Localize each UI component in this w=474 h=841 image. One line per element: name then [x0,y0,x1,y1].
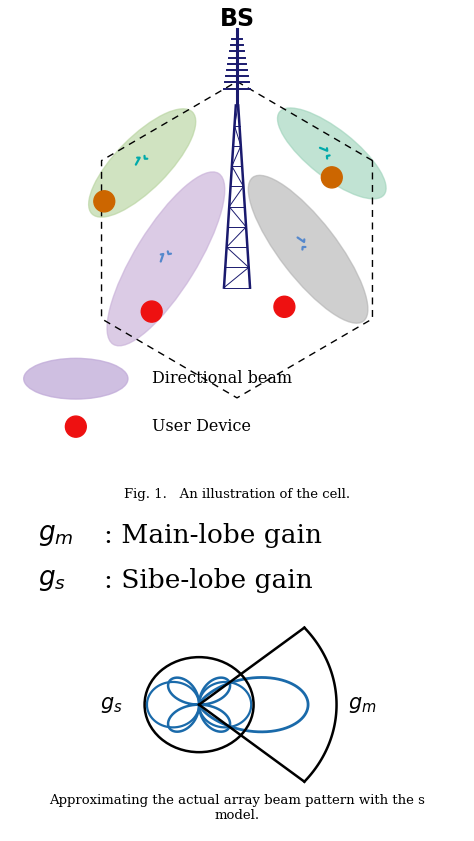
Circle shape [65,416,86,437]
Ellipse shape [248,175,368,323]
Ellipse shape [89,108,196,217]
Text: : Sibe-lobe gain: : Sibe-lobe gain [104,569,313,593]
Text: Directional beam: Directional beam [152,370,292,387]
Text: User Device: User Device [152,418,251,435]
Ellipse shape [277,108,386,198]
Text: $g_m$: $g_m$ [348,695,377,715]
Text: Fig. 1.   An illustration of the cell.: Fig. 1. An illustration of the cell. [124,488,350,501]
Ellipse shape [24,358,128,399]
Text: Approximating the actual array beam pattern with the s
model.: Approximating the actual array beam patt… [49,795,425,822]
Circle shape [274,296,295,317]
Ellipse shape [107,172,225,346]
Text: $g_s$: $g_s$ [100,695,123,715]
Text: $g_s$: $g_s$ [38,569,66,593]
Circle shape [321,167,342,188]
Circle shape [141,301,162,322]
Text: $g_m$: $g_m$ [38,523,73,547]
Circle shape [94,191,115,212]
Text: : Main-lobe gain: : Main-lobe gain [104,523,322,547]
Text: BS: BS [219,8,255,31]
